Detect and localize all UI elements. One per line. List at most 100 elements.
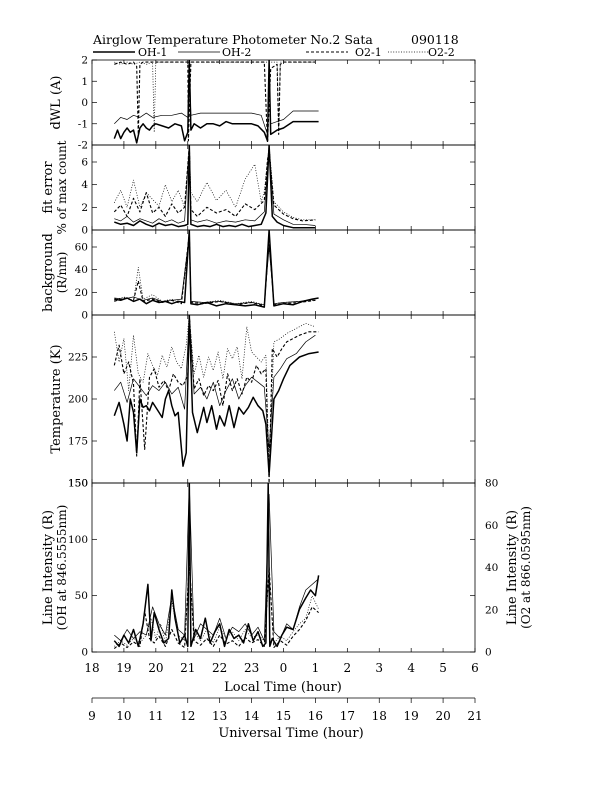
y-tick-label: 150: [68, 478, 88, 490]
x-tick-label-local: 4: [407, 661, 415, 675]
x-tick-label-local: 20: [148, 661, 163, 675]
legend-label: O2-2: [428, 46, 455, 59]
y-tick-label: -2: [78, 140, 88, 152]
x-tick-label-local: 3: [375, 661, 383, 675]
x-tick-label-local: 21: [180, 661, 195, 675]
x-tick-label-local: 2: [344, 661, 352, 675]
x-tick-label-local: 18: [84, 661, 99, 675]
x-tick-label-local: 19: [116, 661, 131, 675]
legend-label: O2-1: [355, 46, 382, 59]
x-tick-label-local: 5: [439, 661, 447, 675]
y-axis-sublabel: % of max count: [55, 140, 69, 234]
x-tick-label-ut: 19: [404, 709, 419, 723]
x-tick-label-local: 0: [280, 661, 288, 675]
series-line-oh-1: [113, 315, 319, 476]
x-tick-label-ut: 18: [372, 709, 387, 723]
x-tick-label-ut: 20: [435, 709, 450, 723]
series-line-oh-2: [114, 235, 316, 306]
x-tick-label-ut: 9: [88, 709, 96, 723]
y-axis-label: fit error: [41, 161, 56, 214]
y2-tick-label: 0: [485, 647, 492, 659]
y-tick-label: 6: [81, 157, 88, 169]
y-tick-label: 50: [75, 590, 88, 602]
y-axis-sublabel: (R/nm): [55, 252, 69, 294]
y2-tick-label: 80: [485, 478, 498, 490]
x-tick-label-local: 23: [244, 661, 259, 675]
y-tick-label: 60: [75, 242, 88, 254]
panels: -2 -1 0 1 2 dWL (A) 0 2 4 6 fit error% of max coun…: [41, 55, 533, 659]
x-tick-label-ut: 17: [340, 709, 355, 723]
series-line-o2-1: [113, 145, 316, 222]
y-tick-label: -1: [78, 118, 88, 130]
series-line-oh-2: [114, 60, 319, 135]
y-axis-label: Line Intensity (R): [41, 510, 56, 625]
series-line-o2-2: [113, 145, 316, 221]
y-tick-label: 0: [81, 225, 88, 237]
series-line-o2-2: [114, 61, 316, 133]
y-tick-label: 0: [81, 647, 88, 659]
panel-frame: [91, 482, 476, 653]
x-tick-label-local: 22: [212, 661, 227, 675]
panel-frame: [91, 59, 476, 146]
y2-axis-label: Line Intensity (R): [505, 510, 520, 625]
series-line-oh-1: [114, 230, 319, 308]
y-axis-sublabel: (OH at 846.5555nm): [55, 505, 69, 631]
panel-frame: [91, 314, 476, 484]
series-line-o2-1: [114, 232, 316, 307]
legend-label: OH-1: [138, 46, 167, 59]
series-line-o2-1: [114, 61, 316, 144]
series-line-oh-1: [113, 60, 319, 144]
panel-frame: [91, 144, 476, 231]
y-tick-label: 20: [75, 287, 88, 299]
y-tick-label: 2: [81, 55, 88, 67]
x-tick-label-local: 6: [471, 661, 479, 675]
y-tick-label: 40: [75, 264, 88, 276]
y-tick-label: 150: [68, 478, 88, 490]
y-tick-label: 175: [68, 436, 88, 448]
x-tick-label-ut: 14: [244, 709, 260, 723]
panel-1: 0 2 4 6 fit error% of max count: [41, 140, 476, 237]
legend: OH-1 OH-2 O2-1 O2-2: [93, 46, 455, 59]
y-tick-label: 1: [81, 76, 88, 88]
series-line-o2-2: [113, 315, 316, 467]
panel-3: 150 175 200 225 Temperature (K): [49, 314, 476, 490]
y-axis-label: dWL (A): [49, 76, 64, 130]
series-line-o2-1: [113, 315, 319, 483]
x-tick-label-ut: 10: [116, 709, 131, 723]
x-tick-label-ut: 16: [308, 709, 323, 723]
y-tick-label: 4: [81, 179, 88, 191]
y-tick-label: 0: [81, 97, 88, 109]
legend-label: OH-2: [222, 46, 251, 59]
y-tick-label: 200: [68, 394, 88, 406]
series-line-o2-2: [114, 567, 319, 647]
x-tick-label-ut: 15: [276, 709, 291, 723]
x-tick-label-ut: 12: [180, 709, 195, 723]
x-axis-title-ut: Universal Time (hour): [218, 726, 363, 741]
series-line-oh-2: [114, 315, 316, 450]
y2-tick-label: 20: [485, 604, 498, 616]
y-tick-label: 2: [81, 202, 88, 214]
x-tick-label-ut: 11: [148, 709, 163, 723]
y-tick-label: 225: [68, 352, 88, 364]
x-axis-title-local: Local Time (hour): [224, 680, 342, 695]
y-axis-label: background: [41, 233, 56, 312]
chart-title: Airglow Temperature Photometer No.2 Sata: [92, 32, 373, 47]
date-code: 090118: [411, 32, 459, 47]
series-line-oh-1: [113, 483, 320, 648]
panel-0: -2 -1 0 1 2 dWL (A): [49, 55, 476, 152]
x-tick-label-local: 1: [312, 661, 320, 675]
y2-tick-label: 40: [485, 562, 498, 574]
y-tick-label: 0: [81, 310, 88, 322]
y-tick-label: 100: [68, 534, 88, 546]
series-line-oh-2: [114, 483, 319, 642]
panel-2: 0 20 40 60 background (R/nm): [41, 229, 476, 322]
y2-tick-label: 60: [485, 520, 498, 532]
series-line-oh-2: [114, 145, 316, 226]
series-line-o2-2: [114, 240, 316, 306]
y2-axis-sublabel: (O2 at 866.0595nm): [519, 506, 533, 629]
x-tick-label-ut: 21: [467, 709, 482, 723]
x-tick-label-ut: 13: [212, 709, 227, 723]
